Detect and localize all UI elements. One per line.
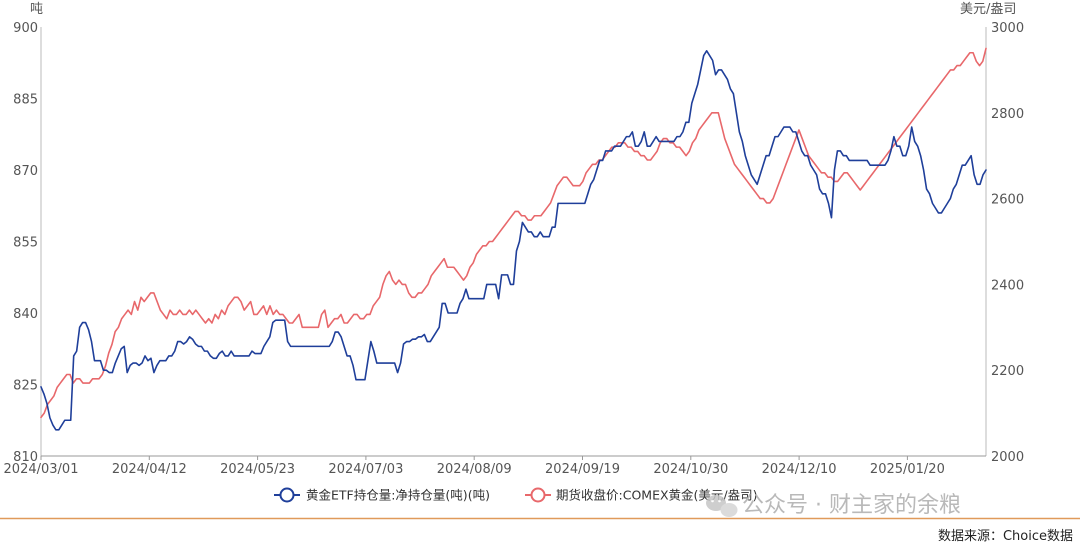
wechat-logo-icon (706, 495, 738, 517)
legend-etf-marker-icon (279, 487, 295, 503)
left-tick-label: 885 (13, 93, 38, 108)
left-axis-ticks: 900 885 870 855 840 825 810 (13, 21, 38, 465)
right-axis-unit: 美元/盎司 (960, 2, 1016, 17)
legend-etf-label: 黄金ETF持仓量:净持仓量(吨)(吨) (306, 488, 490, 503)
left-tick-label: 900 (13, 21, 38, 36)
left-tick-label: 810 (13, 450, 38, 465)
right-tick-label: 2000 (991, 450, 1024, 465)
x-tick-label: 2024/04/12 (112, 462, 187, 477)
x-tick-label: 2024/07/03 (328, 462, 403, 477)
plot-area (40, 27, 987, 457)
right-tick-label: 2400 (991, 278, 1024, 293)
series-line-etf-holdings (40, 50, 987, 431)
watermark: 公众号 · 财主家的余粮 (706, 493, 961, 518)
right-tick-label: 3000 (991, 21, 1024, 36)
right-tick-label: 2200 (991, 364, 1024, 379)
left-tick-label: 825 (13, 379, 38, 394)
left-tick-label: 870 (13, 164, 38, 179)
legend-comex-marker-icon (530, 487, 546, 503)
series-line-comex-gold (40, 47, 987, 419)
legend-comex-label: 期货收盘价:COMEX黄金(美元/盎司) (556, 488, 758, 503)
x-tick-label: 2024/09/19 (545, 462, 620, 477)
legend-item-etf[interactable]: 黄金ETF持仓量:净持仓量(吨)(吨) (274, 487, 490, 503)
x-tick-label: 2024/10/30 (653, 462, 728, 477)
right-tick-label: 2600 (991, 193, 1024, 208)
watermark-text: 公众号 · 财主家的余粮 (742, 493, 961, 518)
legend: 黄金ETF持仓量:净持仓量(吨)(吨) 期货收盘价:COMEX黄金(美元/盎司) (274, 487, 758, 503)
right-axis-ticks: 3000 2800 2600 2400 2200 2000 (991, 21, 1024, 465)
data-source: 数据来源：Choice数据 (938, 529, 1073, 544)
legend-item-comex[interactable]: 期货收盘价:COMEX黄金(美元/盎司) (525, 487, 758, 503)
left-axis-unit: 吨 (30, 2, 43, 17)
x-tick-label: 2024/03/01 (4, 462, 79, 477)
right-tick-label: 2800 (991, 107, 1024, 122)
x-tick-label: 2024/08/09 (437, 462, 512, 477)
x-tick-label: 2024/05/23 (220, 462, 295, 477)
series-layer (40, 47, 987, 431)
left-tick-label: 855 (13, 236, 38, 251)
left-tick-label: 840 (13, 307, 38, 322)
x-tick-label: 2024/12/10 (762, 462, 837, 477)
x-tick-label: 2025/01/20 (870, 462, 945, 477)
x-axis-ticks: 2024/03/01 2024/04/12 2024/05/23 2024/07/03… (4, 456, 945, 477)
